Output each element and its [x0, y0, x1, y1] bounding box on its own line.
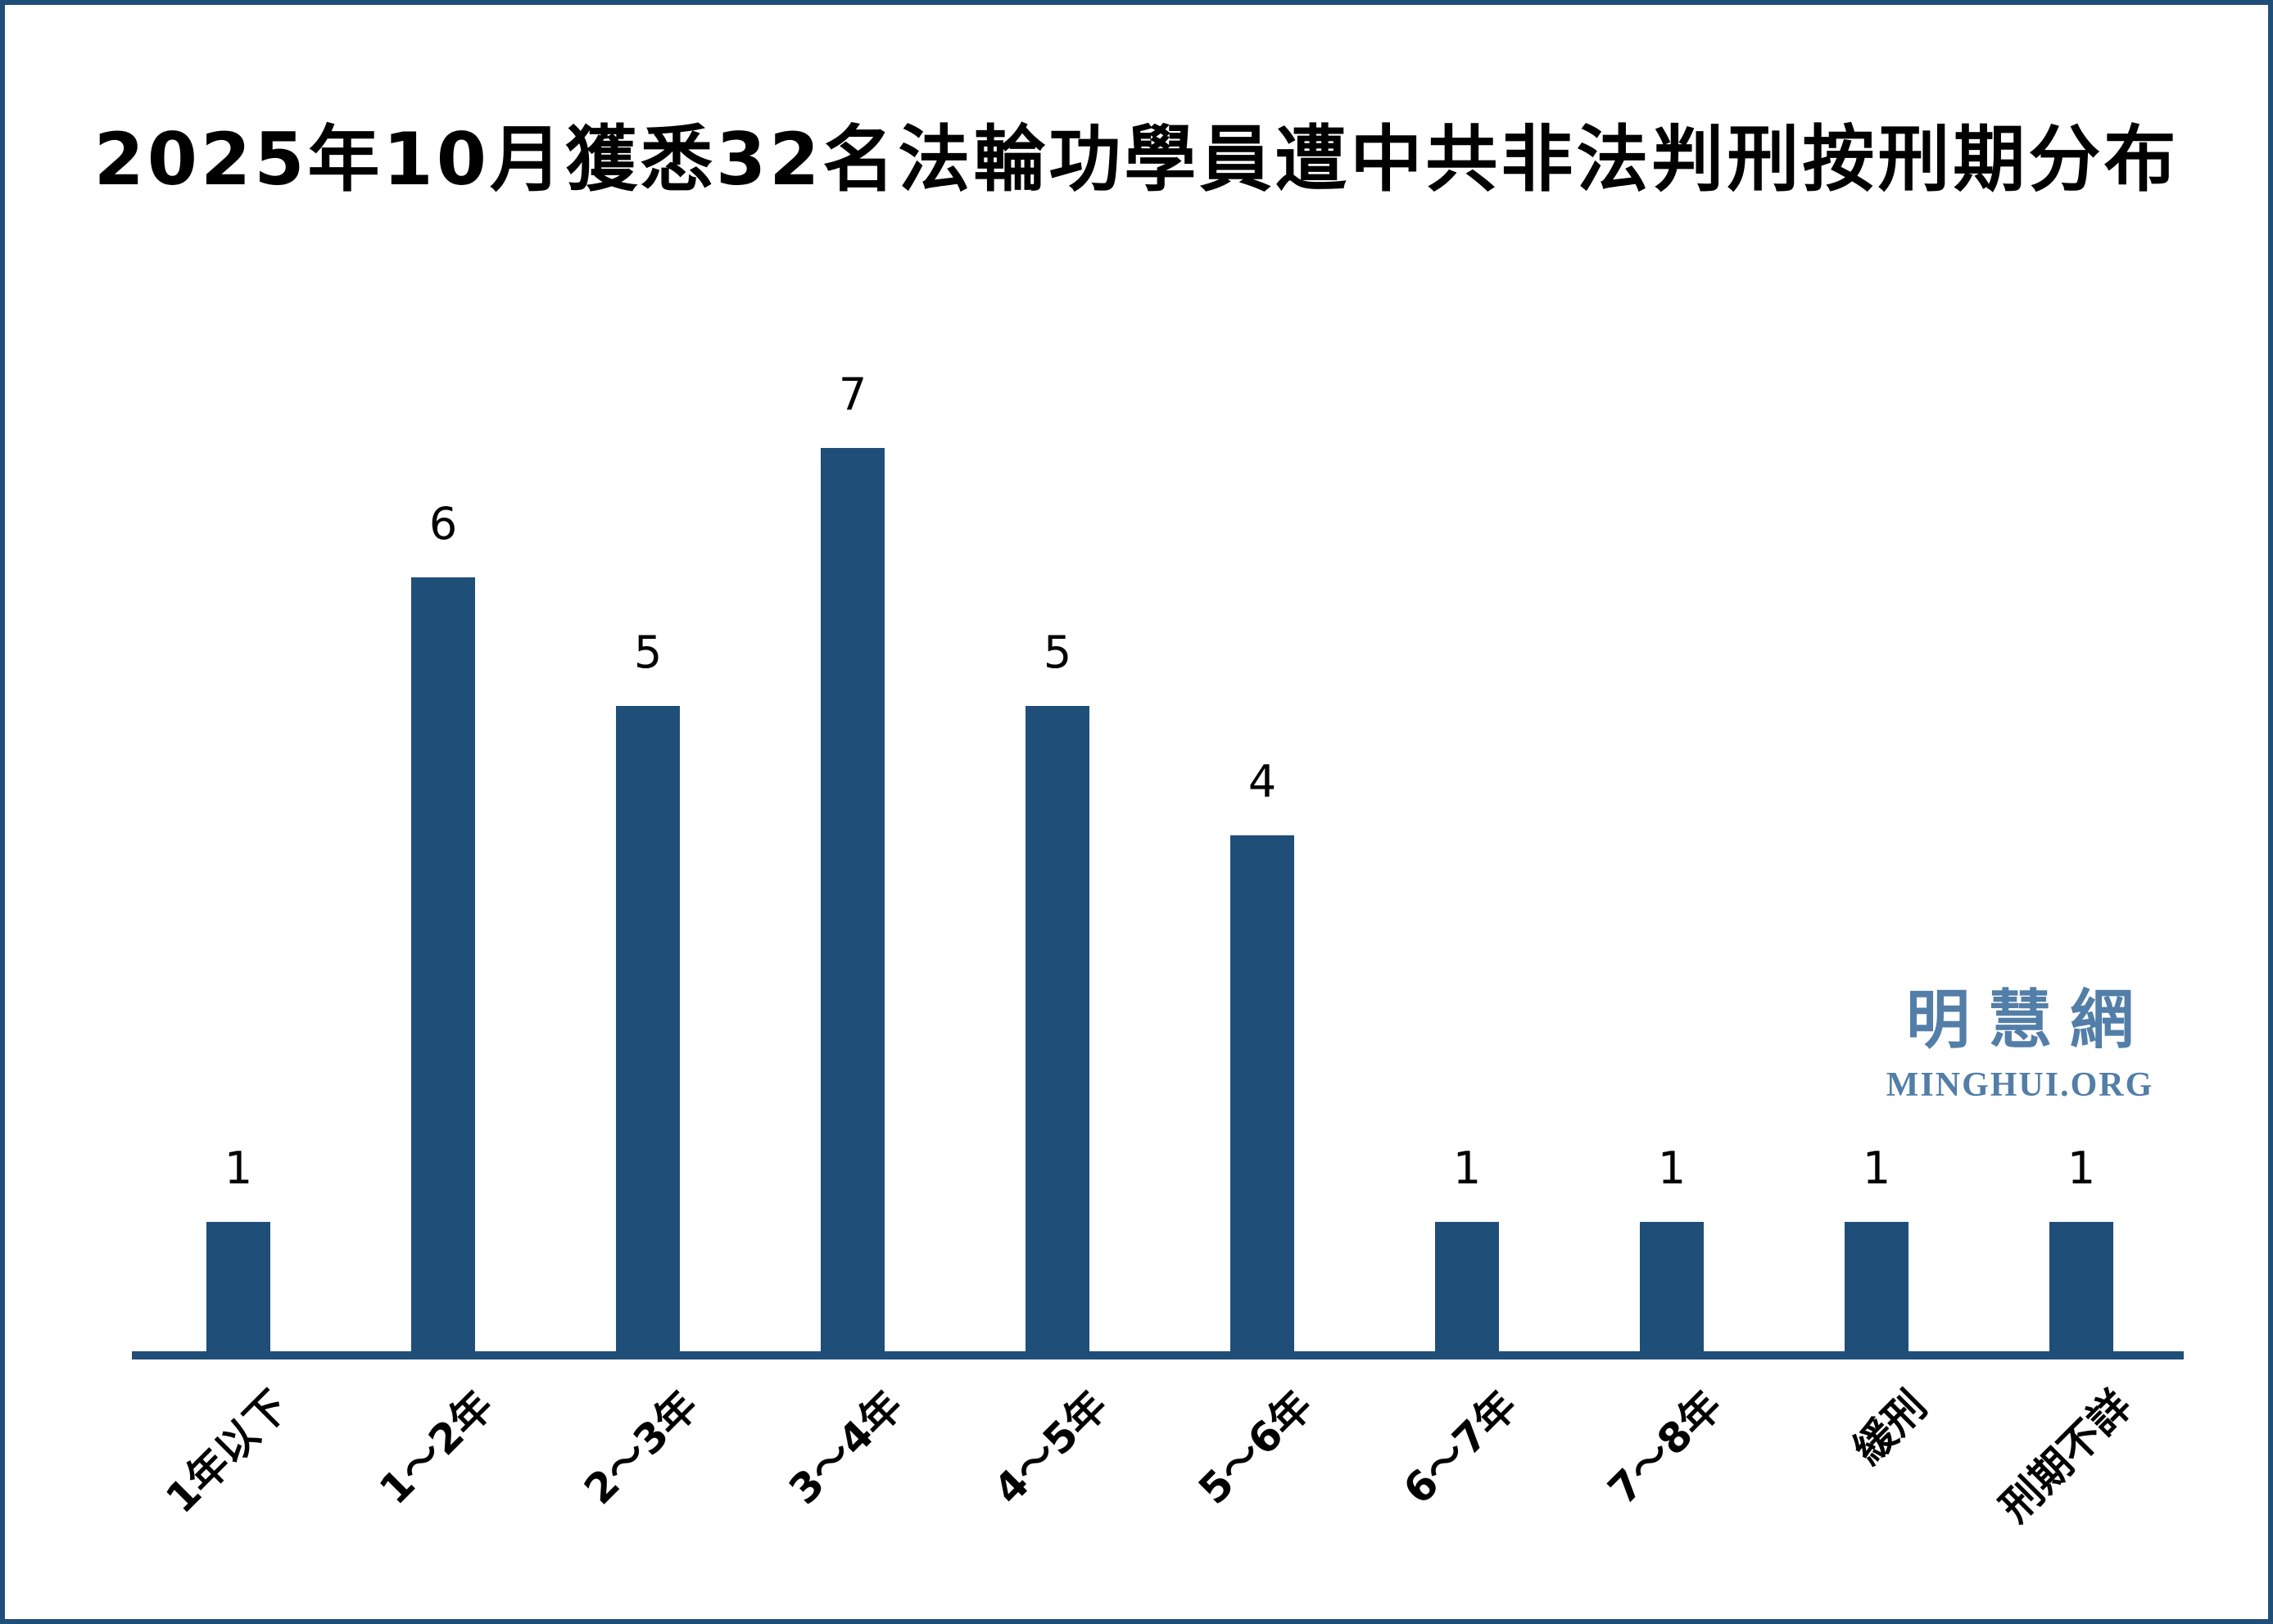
- x-axis-line: [132, 1351, 2184, 1359]
- x-tick-label: 1年以下: [156, 1382, 298, 1522]
- watermark-cjk-text: 明慧網: [1905, 984, 2152, 1057]
- bar-value-label: 1: [1657, 1142, 1687, 1194]
- bar-value-label: 1: [224, 1142, 253, 1194]
- bar-value-label: 7: [838, 369, 867, 420]
- bar-value-label: 5: [633, 627, 663, 678]
- bar: [616, 706, 680, 1351]
- bar: [821, 448, 885, 1351]
- bar-value-label: 6: [428, 498, 458, 550]
- minghui-watermark: 明慧網 MINGHUI.ORG: [1881, 984, 2159, 1104]
- bar: [2049, 1222, 2113, 1351]
- chart-title: 2025年10月獲悉32名法輪功學員遭中共非法判刑按刑期分布: [93, 117, 2180, 201]
- bar-value-label: 1: [2067, 1142, 2096, 1194]
- bar-value-label: 1: [1862, 1142, 1891, 1194]
- bar: [411, 577, 475, 1351]
- bar-value-label: 5: [1043, 627, 1072, 678]
- bar: [1640, 1222, 1704, 1351]
- bar: [1230, 835, 1294, 1351]
- bar: [1026, 706, 1089, 1351]
- bar-value-label: 1: [1452, 1142, 1482, 1194]
- bar: [1845, 1222, 1909, 1351]
- watermark-latin-text: MINGHUI.ORG: [1886, 1065, 2154, 1104]
- bar-value-label: 4: [1247, 756, 1277, 807]
- bar: [206, 1222, 270, 1351]
- bar: [1435, 1222, 1499, 1351]
